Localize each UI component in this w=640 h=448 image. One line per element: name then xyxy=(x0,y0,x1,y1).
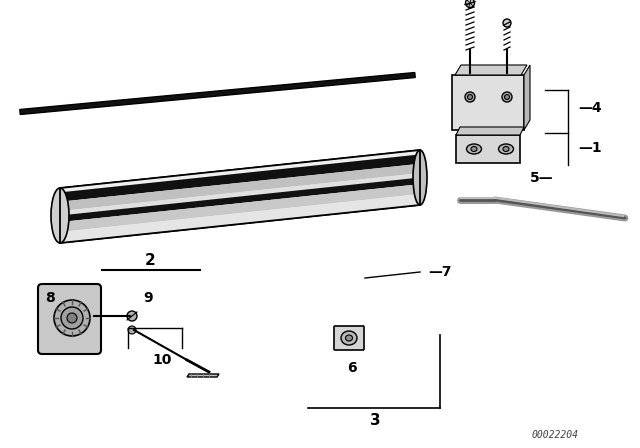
Text: 6: 6 xyxy=(347,361,357,375)
Ellipse shape xyxy=(127,311,137,321)
Ellipse shape xyxy=(465,92,475,102)
Polygon shape xyxy=(20,73,415,115)
Ellipse shape xyxy=(413,150,427,205)
Polygon shape xyxy=(187,374,219,377)
Polygon shape xyxy=(60,177,420,222)
Ellipse shape xyxy=(503,19,511,27)
Text: —1: —1 xyxy=(578,141,602,155)
Polygon shape xyxy=(456,127,524,135)
Ellipse shape xyxy=(465,0,474,8)
Ellipse shape xyxy=(346,335,353,341)
Text: 9: 9 xyxy=(143,291,153,305)
Polygon shape xyxy=(60,164,420,211)
Text: 10: 10 xyxy=(152,353,172,367)
Polygon shape xyxy=(455,65,527,75)
Ellipse shape xyxy=(467,95,472,99)
Ellipse shape xyxy=(67,313,77,323)
Text: 3: 3 xyxy=(370,413,380,427)
Polygon shape xyxy=(60,150,420,192)
Ellipse shape xyxy=(54,300,90,336)
Ellipse shape xyxy=(341,331,357,345)
Polygon shape xyxy=(60,184,420,232)
FancyBboxPatch shape xyxy=(38,284,101,354)
Text: —4: —4 xyxy=(578,101,602,115)
Polygon shape xyxy=(524,65,530,130)
Polygon shape xyxy=(60,194,420,243)
Ellipse shape xyxy=(503,146,509,151)
Polygon shape xyxy=(60,155,420,202)
Ellipse shape xyxy=(499,144,513,154)
Text: 00022204: 00022204 xyxy=(531,430,579,440)
FancyBboxPatch shape xyxy=(334,326,364,350)
Ellipse shape xyxy=(61,307,83,329)
Polygon shape xyxy=(60,150,420,243)
Text: —7: —7 xyxy=(428,265,451,279)
Ellipse shape xyxy=(51,188,69,243)
Polygon shape xyxy=(452,75,524,130)
Polygon shape xyxy=(60,173,420,215)
Polygon shape xyxy=(456,135,520,163)
Ellipse shape xyxy=(128,326,136,334)
Ellipse shape xyxy=(467,144,481,154)
Text: 2: 2 xyxy=(145,253,156,267)
Ellipse shape xyxy=(504,95,509,99)
Ellipse shape xyxy=(471,146,477,151)
Text: 8: 8 xyxy=(45,291,55,305)
Ellipse shape xyxy=(502,92,512,102)
Text: 5—: 5— xyxy=(530,171,554,185)
